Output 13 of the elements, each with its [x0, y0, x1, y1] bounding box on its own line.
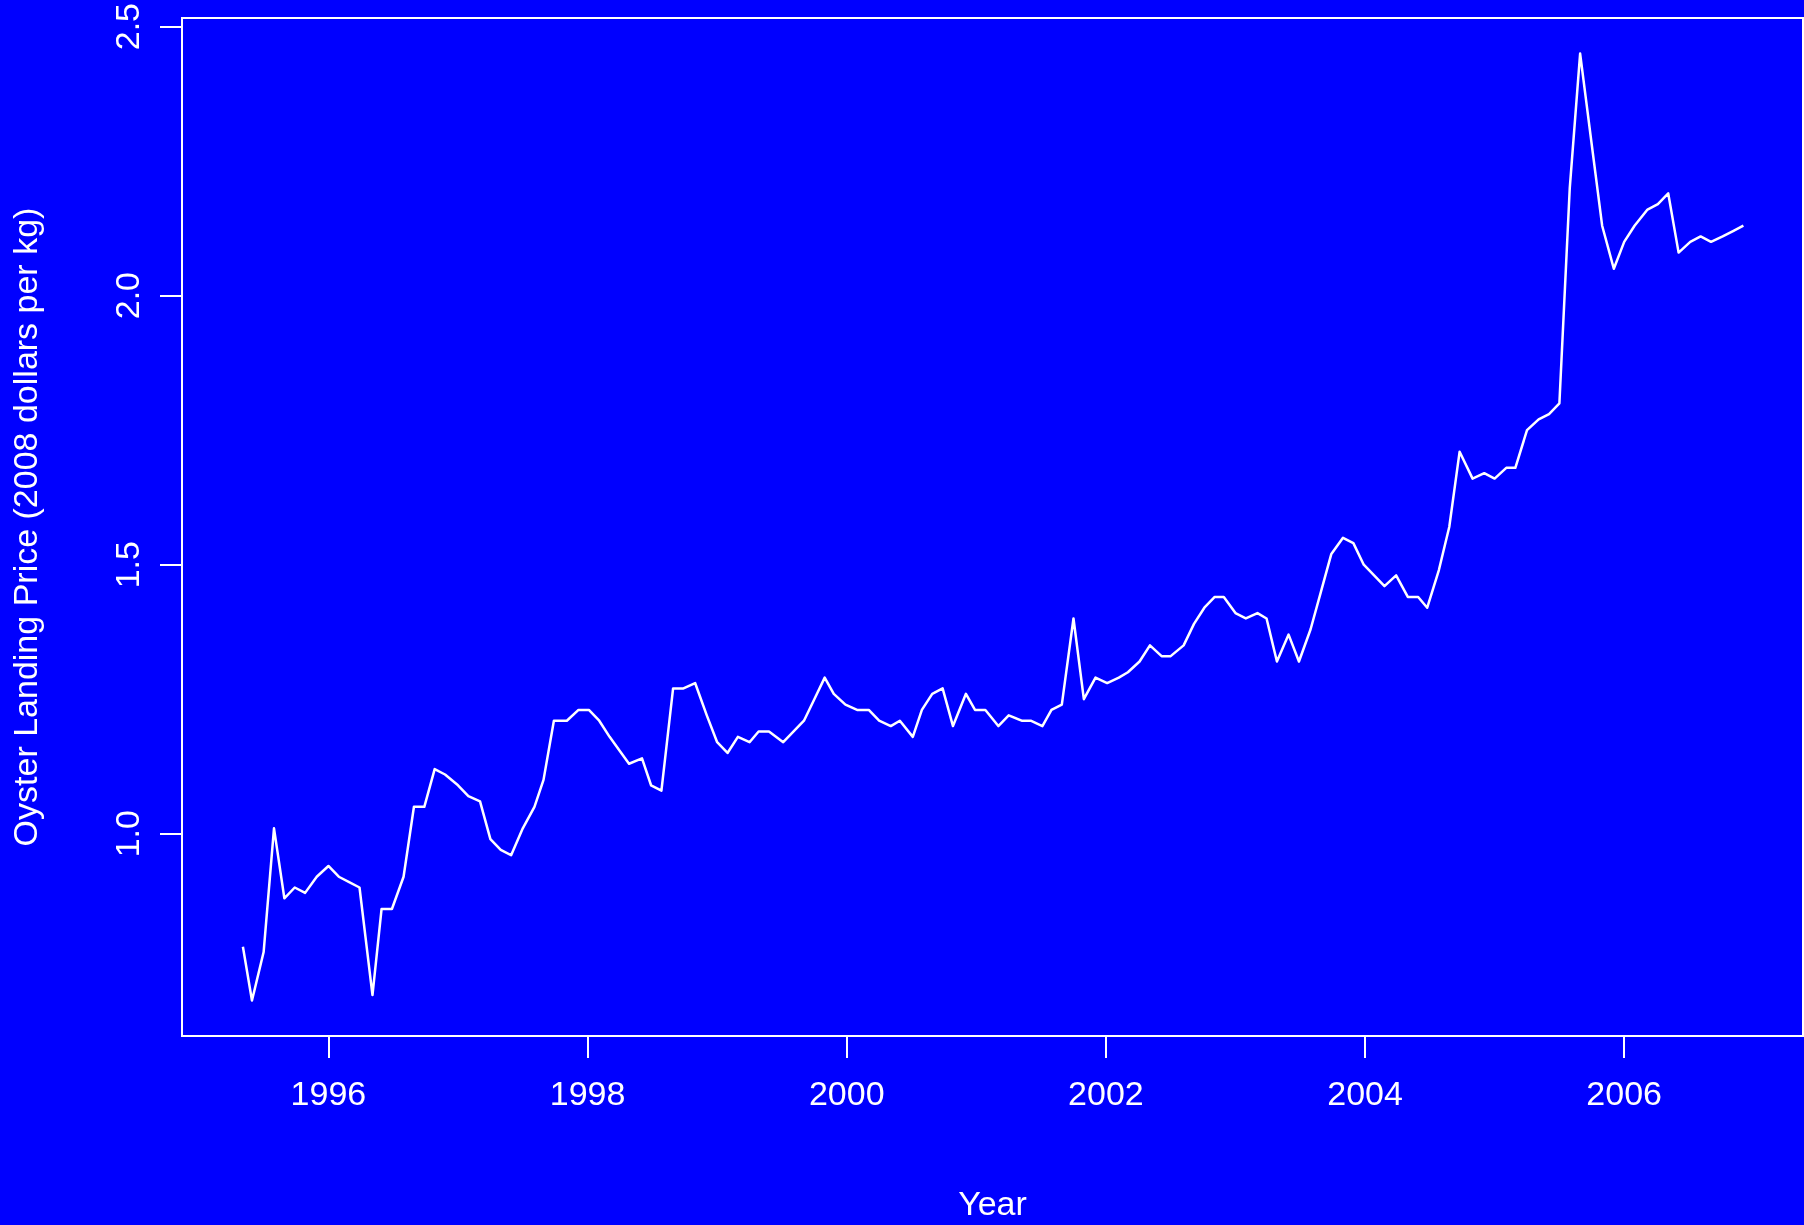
x-tick-label: 2000	[808, 1074, 885, 1112]
y-tick-label: 1.5	[108, 541, 146, 589]
y-tick-label: 1.0	[108, 810, 146, 858]
y-tick-label: 2.0	[108, 272, 146, 320]
x-tick-label: 2002	[1068, 1074, 1144, 1112]
y-axis-title: Oyster Landing Price (2008 dollars per kg)	[6, 207, 44, 847]
x-axis-title: Year	[958, 1184, 1027, 1222]
x-tick-label: 2006	[1586, 1074, 1663, 1112]
x-tick-label: 1998	[549, 1074, 626, 1112]
y-tick-label: 2.5	[108, 3, 146, 51]
x-tick-label: 1996	[290, 1074, 367, 1112]
line-series	[241, 52, 1745, 1002]
x-tick-label: 2004	[1327, 1074, 1403, 1112]
